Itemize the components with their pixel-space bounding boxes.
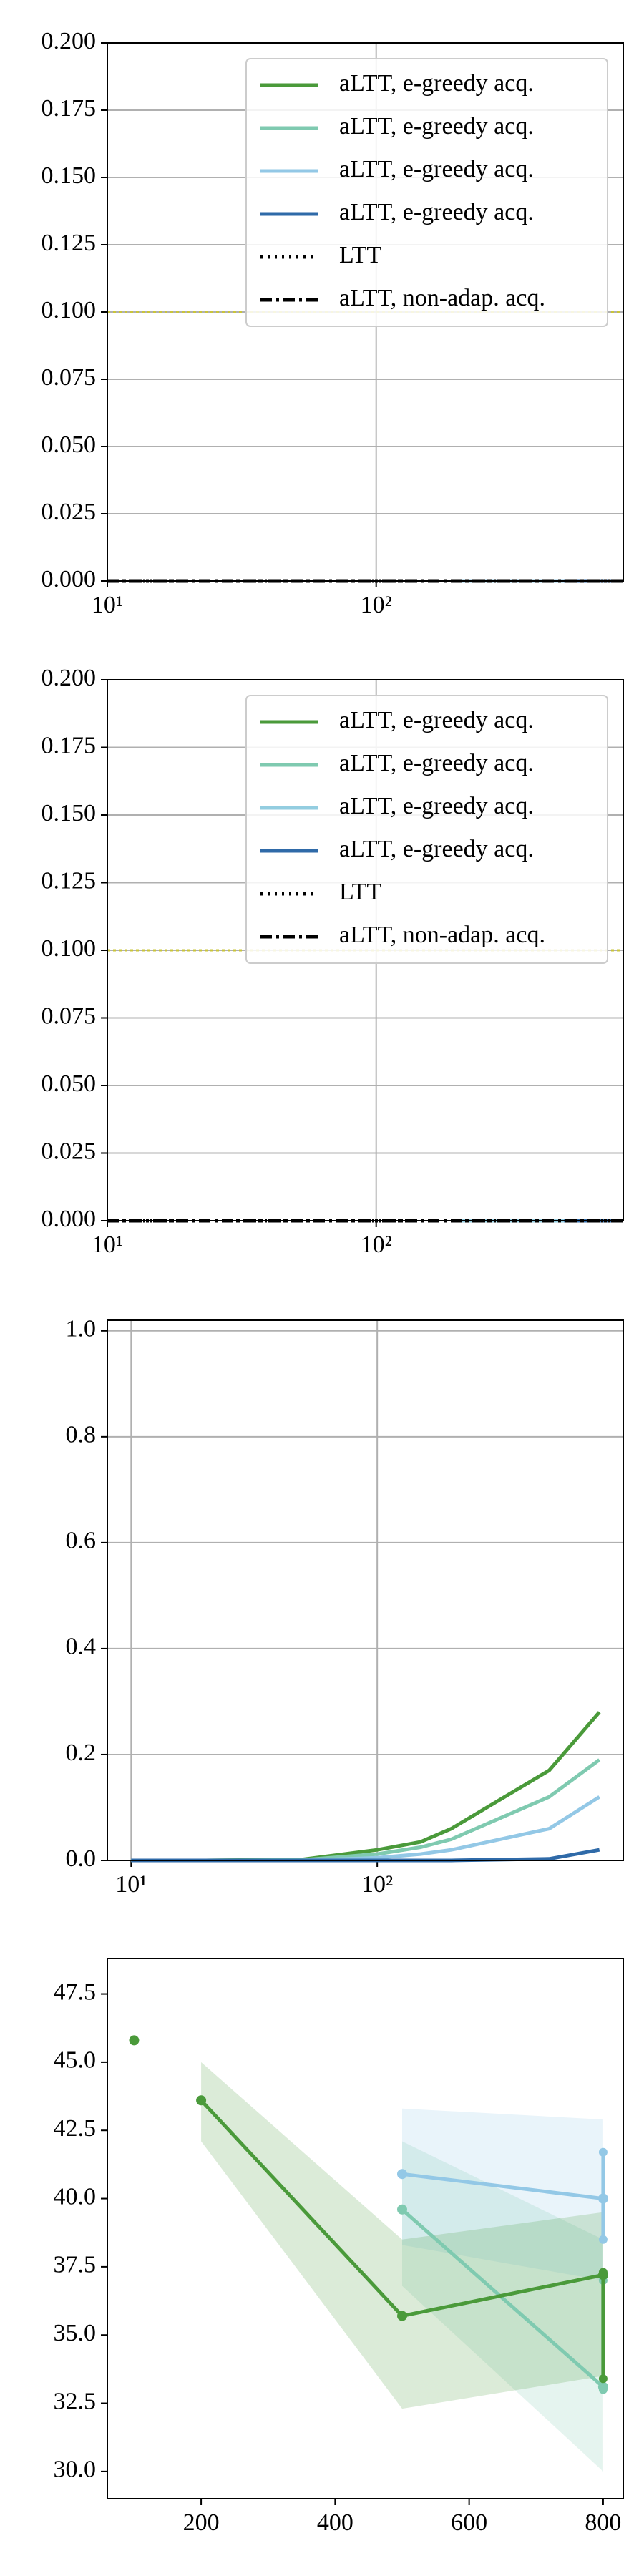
confidence-band: [201, 2062, 603, 2409]
legend-label: aLTT, e-greedy acq.: [339, 707, 534, 733]
y-tick-label: 47.5: [54, 1979, 97, 2005]
confidence-band: [402, 2108, 603, 2280]
x-tick-label: 800: [585, 2509, 621, 2536]
panel: 0.000 0.025 0.050 0.075 0.100 0.125 0.150 0.175…: [42, 665, 624, 1258]
y-tick-label: 42.5: [54, 2115, 97, 2142]
y-tick-label: 0.2: [66, 1740, 97, 1766]
error-cap: [598, 2235, 608, 2244]
legend-box: [245, 58, 608, 327]
panel: 0.0 0.2 0.4 0.6 0.8 1.0 10¹ 10²: [66, 1316, 624, 1898]
legend-label: aLTT, e-greedy acq.: [339, 70, 534, 97]
axes-frame: [107, 679, 624, 1221]
error-cap: [598, 2385, 608, 2394]
y-tick-label: 0.175: [42, 95, 97, 122]
legend-label: aLTT, non-adap. acq.: [339, 922, 545, 948]
legend-box: [245, 695, 608, 964]
y-tick-label: 0.050: [42, 431, 97, 458]
legend-label: aLTT, e-greedy acq.: [339, 199, 534, 225]
legend-label: LTT: [339, 242, 381, 268]
y-tick-label: 0.100: [42, 297, 97, 323]
line: [131, 1711, 601, 1863]
legend-label: LTT: [339, 879, 381, 905]
y-tick-label: 0.050: [42, 1070, 97, 1097]
error-cap: [598, 2374, 608, 2384]
y-tick-label: 0.150: [42, 800, 97, 826]
confidence-band: [402, 2141, 603, 2472]
x-tick-label: 600: [451, 2509, 487, 2536]
panel: 0.000 0.025 0.050 0.075 0.100 0.125 0.150 0.175…: [42, 28, 624, 618]
point: [196, 2095, 207, 2106]
axes-frame: [107, 42, 624, 582]
error-cap: [598, 2268, 608, 2277]
y-tick-label: 0.125: [42, 230, 97, 256]
point: [397, 2169, 407, 2180]
x-tick-label: 10²: [361, 592, 392, 618]
axes-frame: [107, 1319, 624, 1861]
point: [397, 2311, 407, 2321]
line: [401, 2172, 604, 2201]
y-tick-label: 40.0: [54, 2183, 97, 2210]
y-tick-label: 0.150: [42, 162, 97, 189]
y-tick-label: 0.025: [42, 499, 97, 525]
y-tick-label: 0.100: [42, 935, 97, 962]
y-tick-label: 1.0: [66, 1316, 97, 1342]
y-tick-label: 32.5: [54, 2388, 97, 2414]
x-tick-label: 10¹: [92, 592, 123, 618]
y-tick-label: 0.200: [42, 28, 97, 54]
y-tick-label: 0.6: [66, 1528, 97, 1554]
y-tick-label: 0.0: [66, 1845, 97, 1872]
y-tick-label: 0.125: [42, 867, 97, 894]
x-tick-label: 400: [317, 2509, 353, 2536]
y-tick-label: 35.0: [54, 2320, 97, 2346]
error-cap: [598, 2147, 608, 2157]
y-tick-label: 0.075: [42, 1002, 97, 1029]
point: [129, 2035, 140, 2046]
y-tick-label: 0.4: [66, 1634, 97, 1660]
legend-label: aLTT, e-greedy acq.: [339, 113, 534, 140]
y-tick-label: 0.025: [42, 1138, 97, 1164]
axes-frame: [107, 1958, 624, 2499]
legend-label: aLTT, e-greedy acq.: [339, 156, 534, 182]
y-tick-label: 0.200: [42, 665, 97, 691]
legend-label: aLTT, e-greedy acq.: [339, 793, 534, 819]
x-tick-label: 200: [183, 2509, 220, 2536]
line: [131, 1758, 601, 1863]
y-tick-label: 37.5: [54, 2252, 97, 2278]
x-tick-label: 10²: [361, 1231, 392, 1258]
y-tick-label: 30.0: [54, 2457, 97, 2483]
panel: 30.0 32.5 35.0 37.5 40.0 42.5 45.0 47.5 200 400 60…: [54, 1958, 624, 2536]
x-tick-label: 10¹: [92, 1231, 123, 1258]
y-tick-label: 0.175: [42, 732, 97, 758]
x-tick-label: 10²: [361, 1871, 393, 1898]
y-tick-label: 0.000: [42, 566, 97, 592]
legend-label: aLTT, non-adap. acq.: [339, 285, 545, 311]
y-tick-label: 0.075: [42, 364, 97, 391]
legend-label: aLTT, e-greedy acq.: [339, 836, 534, 862]
line: [401, 2207, 605, 2389]
y-tick-label: 0.8: [66, 1422, 97, 1448]
x-tick-label: 10¹: [115, 1871, 147, 1898]
y-tick-label: 45.0: [54, 2047, 97, 2074]
y-tick-label: 0.000: [42, 1206, 97, 1232]
point: [397, 2204, 407, 2215]
legend-label: aLTT, e-greedy acq.: [339, 750, 534, 776]
